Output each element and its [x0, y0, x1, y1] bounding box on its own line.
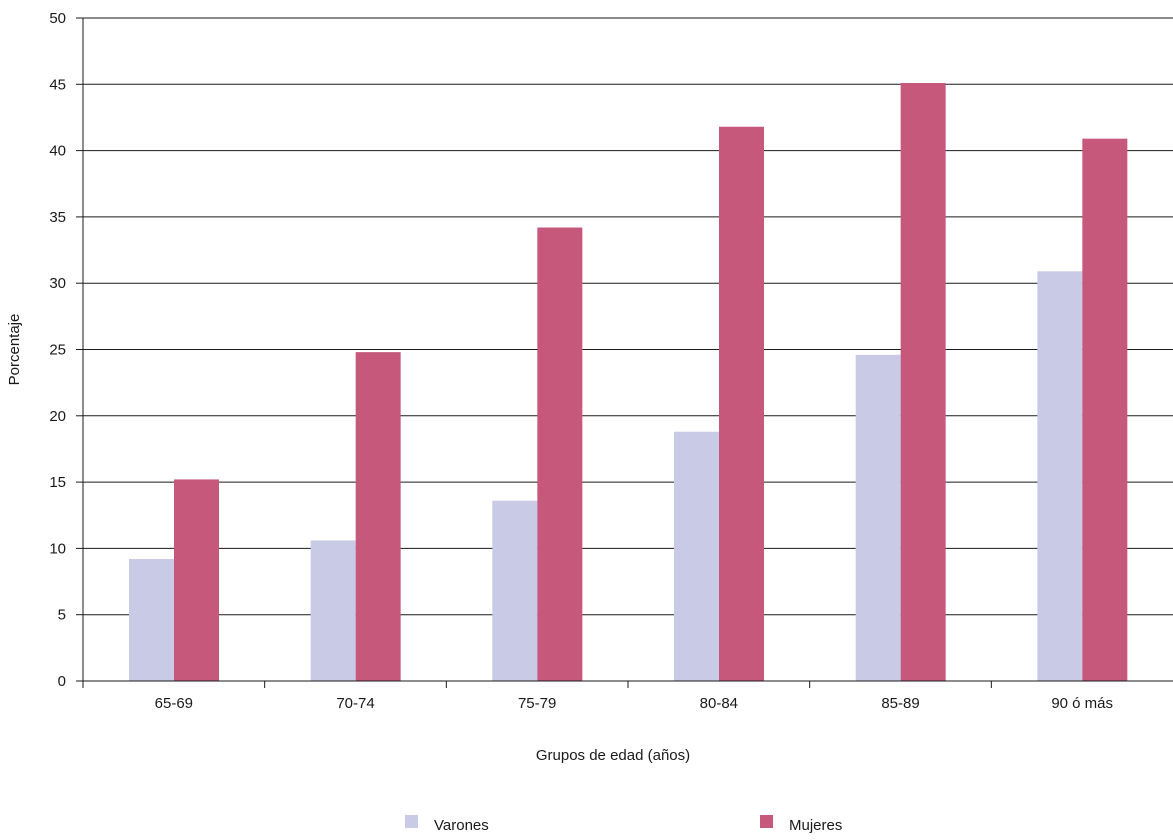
- x-tick-label: 85-89: [881, 695, 919, 712]
- bar-varones-85-89: [855, 354, 901, 681]
- bar-varones-80-84: [674, 431, 719, 681]
- y-tick-label: 45: [49, 76, 66, 93]
- gridlines: [83, 17, 1173, 616]
- x-tick-label: 80-84: [700, 695, 738, 712]
- legend: Varones Mujeres: [405, 815, 842, 834]
- bar-varones-65-69: [129, 559, 174, 681]
- legend-label-mujeres: Mujeres: [789, 817, 842, 834]
- x-tick-label: 70-74: [336, 695, 374, 712]
- y-axis-ticks: 0 5 10 15 20 25 30 35 40 45 50: [49, 10, 83, 690]
- legend-swatch-varones: [405, 815, 418, 828]
- y-tick-label: 15: [49, 474, 66, 491]
- bar-mujeres-85-89: [900, 82, 946, 681]
- bar-mujeres-75-79: [537, 227, 583, 681]
- bar-mujeres-70-74: [355, 352, 401, 681]
- x-axis-title: Grupos de edad (años): [536, 747, 690, 764]
- bar-mujeres-80-84: [719, 126, 764, 682]
- bar-varones-75-79: [492, 500, 538, 681]
- x-axis-ticks: 65-69 70-74 75-79 80-84 85-89 90 ó más: [82, 681, 1113, 712]
- y-tick-label: 40: [49, 143, 66, 160]
- bar-varones-70-74: [310, 540, 356, 681]
- bar-varones-90-ó-más: [1037, 271, 1083, 681]
- bars: [129, 82, 1128, 682]
- x-tick-label: 90 ó más: [1051, 695, 1113, 712]
- bar-mujeres-65-69: [174, 479, 219, 681]
- y-tick-label: 25: [49, 342, 66, 359]
- x-tick-label: 65-69: [155, 695, 193, 712]
- legend-swatch-mujeres: [760, 815, 773, 828]
- y-tick-label: 30: [49, 275, 66, 292]
- bar-mujeres-90-ó-más: [1082, 138, 1128, 681]
- y-tick-label: 20: [49, 408, 66, 425]
- y-axis-title: Porcentaje: [6, 314, 23, 386]
- y-tick-label: 0: [58, 673, 66, 690]
- y-tick-label: 50: [49, 10, 66, 27]
- y-tick-label: 5: [58, 607, 66, 624]
- legend-label-varones: Varones: [434, 817, 489, 834]
- y-tick-label: 10: [49, 540, 66, 557]
- y-tick-label: 35: [49, 209, 66, 226]
- x-tick-label: 75-79: [518, 695, 556, 712]
